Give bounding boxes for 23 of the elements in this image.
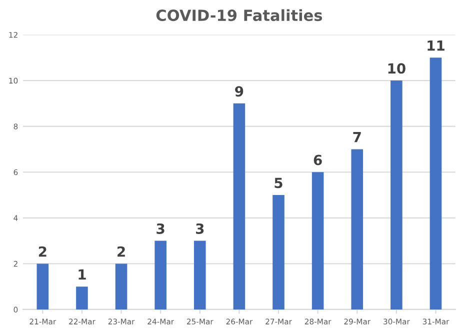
data-label: 2 <box>118 246 125 257</box>
bar <box>312 172 324 310</box>
data-label: 2 <box>38 246 46 257</box>
bar <box>351 149 364 310</box>
data-label: 11 <box>428 40 444 51</box>
data-label: 10 <box>388 63 406 74</box>
bar <box>115 264 128 310</box>
data-label: 9 <box>235 86 244 97</box>
bar <box>76 286 88 310</box>
bar <box>430 58 442 310</box>
bar <box>194 240 206 310</box>
chart-title: COVID-19 Fatalities <box>156 9 322 22</box>
data-label: 3 <box>156 223 164 234</box>
bar <box>272 195 284 310</box>
data-label: 5 <box>274 178 282 188</box>
bar <box>233 103 246 310</box>
bar <box>36 264 49 310</box>
data-label: 6 <box>314 154 322 166</box>
bar <box>154 240 166 310</box>
data-label: 1 <box>78 269 86 280</box>
data-label: 3 <box>196 223 204 234</box>
data-label: 7 <box>353 132 361 142</box>
bar <box>390 80 402 310</box>
